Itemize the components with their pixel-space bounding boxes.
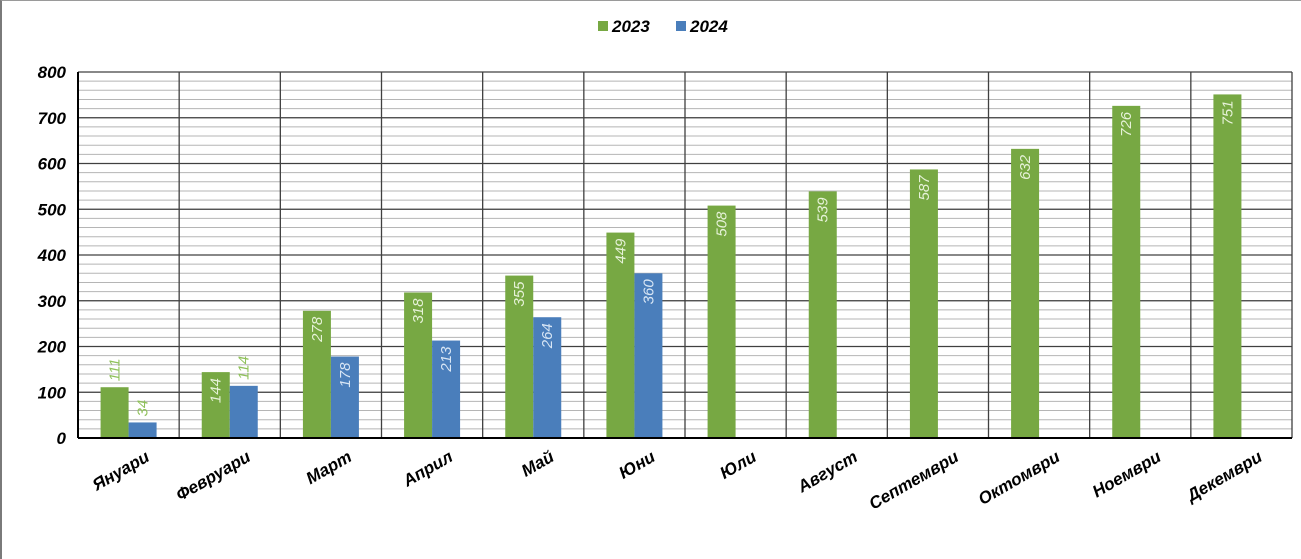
data-label-2023-2: 144 <box>208 378 225 403</box>
y-axis-tick-labels: 0 100 200 300 400 500 600 700 800 <box>37 63 67 448</box>
y-tick-label: 100 <box>38 383 67 402</box>
x-category-label: Декември <box>1182 447 1266 506</box>
bar-2024-6 <box>634 273 663 438</box>
y-tick-label: 300 <box>38 292 67 311</box>
data-label-2024-5: 264 <box>539 323 556 349</box>
legend-swatch-2024 <box>676 21 686 31</box>
data-label-2023-3: 278 <box>309 316 326 343</box>
y-tick-label: 600 <box>38 155 67 174</box>
legend-swatch-2023 <box>598 21 608 31</box>
bar-2023-7 <box>707 205 736 438</box>
bar-data-labels: 111 144 278 318 355 449 508 539 587 632 726 751 34 11… <box>107 100 1237 416</box>
data-label-2023-10: 632 <box>1017 154 1034 180</box>
x-category-label: Май <box>518 447 558 481</box>
data-label-2023-11: 726 <box>1118 111 1135 137</box>
y-tick-label: 200 <box>37 338 67 357</box>
data-label-2023-9: 587 <box>916 175 933 201</box>
bar-2023-4 <box>404 292 433 438</box>
bar-2023-3 <box>302 310 331 438</box>
chart-bars <box>100 94 1242 439</box>
x-category-label: Юли <box>717 447 761 483</box>
data-label-2024-2: 114 <box>236 356 253 380</box>
legend-label-2024: 2024 <box>689 17 728 36</box>
data-label-2023-6: 449 <box>612 238 629 264</box>
data-label-2023-5: 355 <box>511 281 528 307</box>
bar-2024-2 <box>229 385 258 438</box>
data-label-2023-1: 111 <box>107 358 124 381</box>
legend-label-2023: 2023 <box>611 17 650 36</box>
data-label-2024-3: 178 <box>337 362 354 388</box>
data-label-2023-4: 318 <box>410 298 427 324</box>
bar-2023-9 <box>909 169 938 438</box>
x-category-label: Август <box>794 447 861 497</box>
data-label-2024-4: 213 <box>438 346 455 373</box>
bar-2024-1 <box>128 422 157 438</box>
x-category-label: Март <box>303 447 355 488</box>
bar-2024-5 <box>533 317 562 438</box>
data-label-2023-12: 751 <box>1219 100 1236 125</box>
bar-2023-2 <box>201 372 230 438</box>
bar-2024-4 <box>432 340 461 438</box>
x-category-label: Юни <box>616 447 659 483</box>
x-category-label: Февруари <box>173 447 255 505</box>
x-axis-category-labels: Януари Февруари Март Април Май Юни Юли Август Се… <box>88 447 1266 514</box>
x-category-label: Април <box>399 447 457 491</box>
y-tick-label: 400 <box>37 246 67 265</box>
x-category-label: Октомври <box>975 447 1064 509</box>
bar-2023-6 <box>606 232 635 438</box>
bar-2023-5 <box>505 275 534 438</box>
y-tick-label: 800 <box>38 63 67 82</box>
y-tick-label: 500 <box>38 200 67 219</box>
bar-2024-3 <box>330 356 359 438</box>
x-category-label: Септември <box>866 447 963 514</box>
y-tick-label: 700 <box>38 109 67 128</box>
x-category-label: Януари <box>88 447 153 495</box>
data-label-2023-7: 508 <box>714 211 731 237</box>
bar-2023-11 <box>1112 105 1141 438</box>
chart-axes <box>77 72 1292 439</box>
data-label-2023-8: 539 <box>815 197 832 223</box>
y-tick-label: 0 <box>57 429 67 448</box>
bar-2023-10 <box>1011 148 1040 439</box>
bar-2023-8 <box>808 191 837 438</box>
bar-2023-12 <box>1213 94 1242 438</box>
x-category-label: Ноември <box>1089 447 1165 502</box>
chart-legend: 2023 2024 <box>598 17 728 36</box>
data-label-2024-6: 360 <box>640 279 657 305</box>
bar-2023-1 <box>100 387 129 438</box>
chart-gridlines <box>77 71 1293 439</box>
data-label-2024-1: 34 <box>135 400 152 417</box>
